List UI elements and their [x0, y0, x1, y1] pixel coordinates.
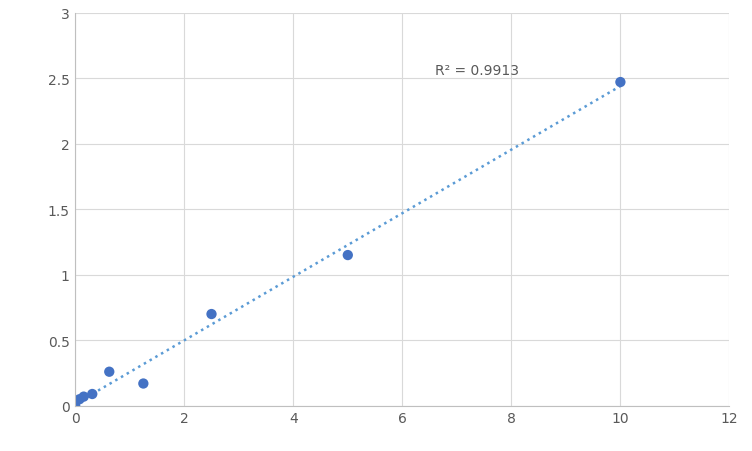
Point [74, 396, 86, 403]
Text: R² = 0.9913: R² = 0.9913 [435, 64, 519, 78]
Point [86, 391, 99, 398]
Point [138, 380, 150, 387]
Point [341, 252, 353, 259]
Point [69, 402, 81, 410]
Point [77, 393, 89, 400]
Point [205, 311, 217, 318]
Point [103, 368, 115, 376]
Point [614, 79, 626, 87]
